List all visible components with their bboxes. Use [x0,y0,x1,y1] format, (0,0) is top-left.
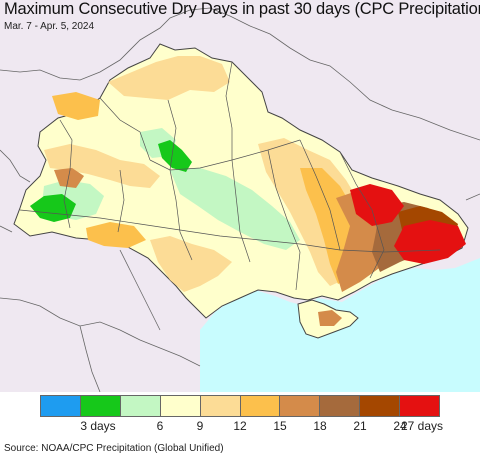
zone-15-days-west [44,144,160,188]
legend-label-4: 15 [273,419,287,433]
legend-swatch-5 [240,396,281,416]
legend-labels: 3 days 6 9 12 15 18 21 24 27 days [40,419,444,433]
legend-label-6: 21 [353,419,367,433]
zone-9-days-center [170,168,300,250]
legend-swatch-0 [41,396,81,416]
region-boundaries [19,61,441,291]
legend-swatch-9 [400,396,440,416]
legend-label-7: 24 [393,419,407,433]
zone-18-days-north [52,92,100,120]
zone-15-days-south [150,236,232,292]
zone-red-east-south [394,220,466,264]
zone-6-days-north [158,140,192,172]
legend-label-5: 18 [313,419,327,433]
legend-label-1: 6 [156,419,164,433]
zone-red-east-north [350,184,404,226]
legend-swatch-6 [280,396,321,416]
page-title: Maximum Consecutive Dry Days in past 30 … [4,0,480,18]
zone-18-days-southwest [86,222,146,248]
legend-swatch-7 [320,396,361,416]
legend-swatch-4 [200,396,241,416]
data-source: Source: NOAA/CPC Precipitation (Global U… [4,443,224,454]
country-borders [0,7,480,392]
legend-swatch-8 [360,396,401,416]
legend-label-8: 27 days [400,419,444,433]
legend-label-0: 3 days [80,419,116,433]
zone-21-days-crimea [318,310,342,326]
color-legend [40,395,440,417]
legend-swatch-3 [160,396,201,416]
date-range: Mar. 7 - Apr. 5, 2024 [4,21,95,32]
zone-21-days-west [54,168,84,188]
legend-label-2: 9 [196,419,204,433]
legend-swatch-1 [80,396,121,416]
legend-label-3: 12 [233,419,247,433]
dry-days-map [0,0,480,392]
zone-15-days-north [108,56,230,100]
legend-swatch-2 [120,396,161,416]
